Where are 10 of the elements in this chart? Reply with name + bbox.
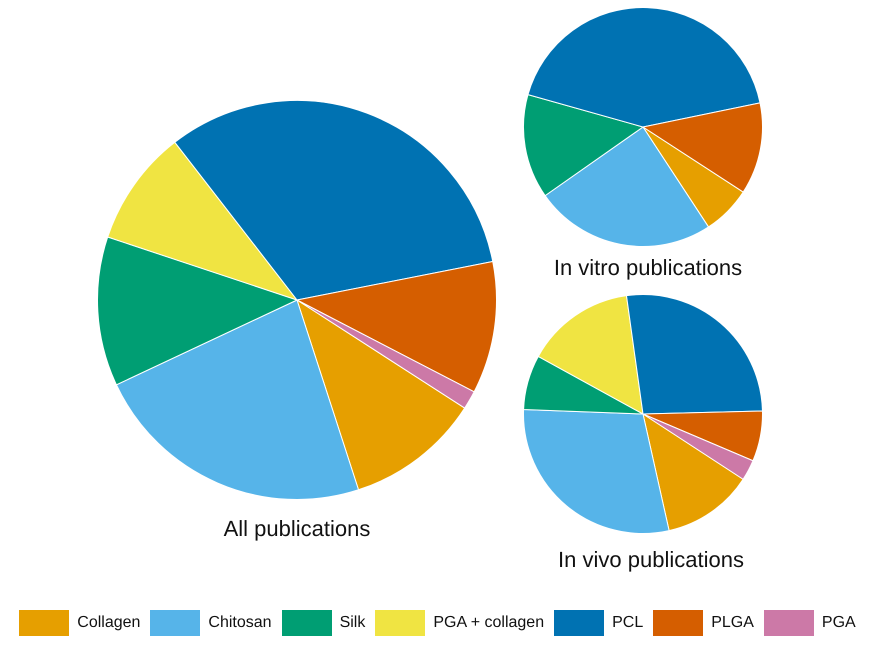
text: In vitro publications <box>554 255 742 281</box>
legend-label: Collagen <box>77 614 140 632</box>
legend-label: PLGA <box>711 614 754 632</box>
legend-label: Silk <box>340 614 366 632</box>
legend-label: PGA + collagen <box>433 614 544 632</box>
legend-label: Chitosan <box>208 614 272 632</box>
legend-label: PCL <box>612 614 644 632</box>
text: In vivo publications <box>558 547 744 573</box>
text: All publications <box>224 516 370 542</box>
legend-label: PGA <box>822 614 856 632</box>
